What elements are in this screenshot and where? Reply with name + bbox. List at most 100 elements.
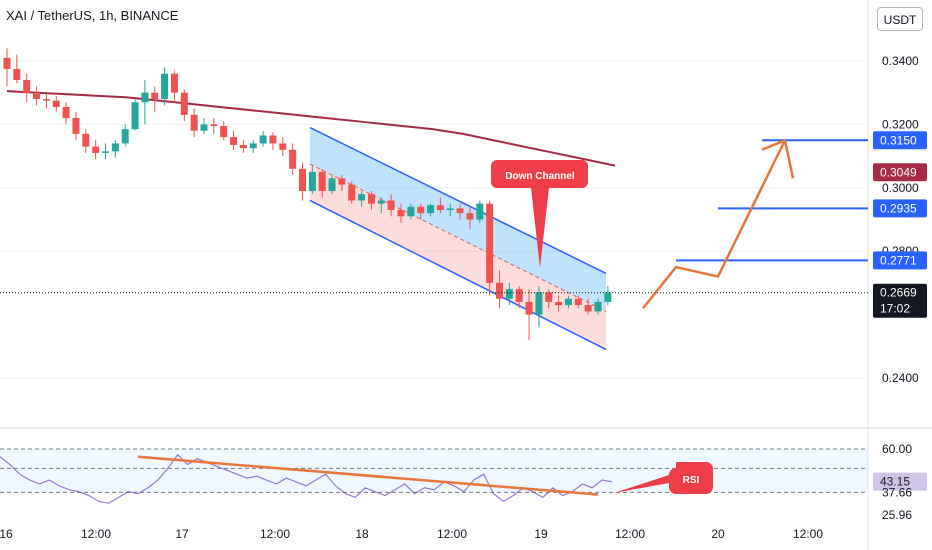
level-price-tag	[873, 199, 927, 218]
time-tick-label: 12:00	[793, 527, 823, 541]
candle-down	[42, 99, 50, 101]
candle-up	[102, 151, 109, 153]
candle-up	[604, 292, 612, 302]
time-tick-label: 12:00	[615, 527, 645, 541]
candle-up	[249, 143, 257, 149]
candle-down	[397, 209, 405, 217]
candle-up	[377, 200, 385, 204]
candle-up	[407, 206, 415, 217]
last-price-tag	[873, 283, 927, 318]
rsi-callout	[614, 462, 713, 494]
rsi-trendline	[137, 455, 599, 496]
symbol-title: XAI / TetherUS, 1h, BINANCE	[6, 8, 179, 23]
candle-up	[111, 143, 119, 152]
candle-up	[476, 203, 484, 220]
candle-down	[92, 146, 100, 153]
level-price-tag-label: 0.2935	[880, 201, 917, 215]
time-tick-label: 18	[355, 527, 369, 541]
down-channel-label: Down Channel	[505, 171, 575, 182]
candle-down	[33, 92, 41, 100]
candle-down	[338, 178, 346, 185]
candle-down	[279, 143, 287, 150]
candle-down	[515, 289, 523, 302]
candle-up	[259, 135, 267, 144]
candle-down	[190, 114, 198, 131]
candle-down	[239, 145, 247, 149]
rsi-callout-label: RSI	[683, 475, 700, 486]
candle-down	[52, 100, 60, 107]
candle-down	[496, 282, 503, 299]
time-tick-label: 17	[175, 527, 189, 541]
candle-down	[555, 301, 563, 306]
candle-down	[151, 92, 159, 100]
candle-down	[82, 133, 90, 147]
candle-down	[3, 57, 11, 69]
candle-up	[564, 298, 572, 306]
candle-up	[161, 73, 169, 100]
level-price-tag	[873, 251, 927, 270]
candle-up	[131, 102, 139, 130]
projection-arrowhead-left	[761, 139, 786, 151]
candle-up	[535, 292, 543, 315]
rsi-value-tag	[873, 472, 927, 491]
level-price-tag-label: 0.2771	[880, 253, 917, 267]
candle-down	[525, 301, 533, 315]
candle-up	[427, 205, 435, 214]
candle-up	[121, 129, 129, 144]
channel-upper-fill	[310, 127, 606, 312]
time-tick-label: 16	[0, 527, 13, 541]
candle-down	[13, 68, 21, 81]
candle-up	[358, 194, 366, 201]
moving-average-line	[6, 90, 616, 167]
rsi-value-tag-label: 43.15	[880, 475, 910, 489]
price-tick-label: 0.3400	[882, 54, 919, 68]
projection-arrowhead-right	[783, 139, 795, 179]
time-tick-label: 12:00	[260, 527, 290, 541]
time-tick-label: 20	[711, 527, 725, 541]
currency-button[interactable]: USDT	[877, 7, 923, 31]
level-price-tag-label: 0.3150	[880, 133, 917, 147]
candle-down	[62, 106, 70, 119]
rsi-band-fill	[0, 449, 868, 493]
channel-upper-line	[309, 126, 607, 275]
countdown-label: 17:02	[880, 302, 910, 316]
candle-up	[308, 171, 316, 191]
candle-down	[23, 80, 31, 93]
candle-down	[436, 205, 444, 210]
candle-up	[446, 208, 454, 210]
price-tick-label: 0.3000	[882, 181, 919, 195]
candle-down	[584, 305, 592, 312]
down-channel-callout	[491, 160, 588, 268]
candle-up	[328, 178, 336, 191]
candle-down	[387, 200, 395, 210]
candle-down	[367, 194, 375, 204]
candle-down	[318, 171, 326, 191]
candle-down	[210, 124, 218, 126]
time-tick-label: 12:00	[81, 527, 111, 541]
channel-mid-line	[309, 163, 607, 312]
candle-down	[466, 213, 474, 220]
ma-price-tag-label: 0.3049	[880, 165, 917, 179]
candle-down	[545, 292, 553, 302]
last-price-tag-label: 0.2669	[880, 286, 917, 300]
time-tick-label: 12:00	[437, 527, 467, 541]
candle-up	[505, 289, 513, 299]
candle-down	[170, 73, 178, 93]
candle-down	[486, 203, 494, 283]
candle-down	[230, 137, 238, 146]
rsi-tick-label: 37.66	[882, 485, 912, 499]
candle-down	[574, 298, 582, 306]
channel-lower-line	[309, 199, 607, 351]
candle-down	[289, 149, 297, 169]
rsi-line	[0, 453, 613, 504]
level-price-tag	[873, 131, 927, 150]
rsi-tick-label: 25.96	[882, 508, 912, 522]
candle-down	[299, 168, 306, 191]
candle-down	[456, 208, 464, 214]
candle-down	[180, 92, 188, 115]
price-tick-label: 0.3200	[882, 117, 919, 131]
time-tick-label: 19	[534, 527, 548, 541]
candle-down	[269, 135, 277, 144]
rsi-tick-label: 60.00	[882, 442, 912, 456]
